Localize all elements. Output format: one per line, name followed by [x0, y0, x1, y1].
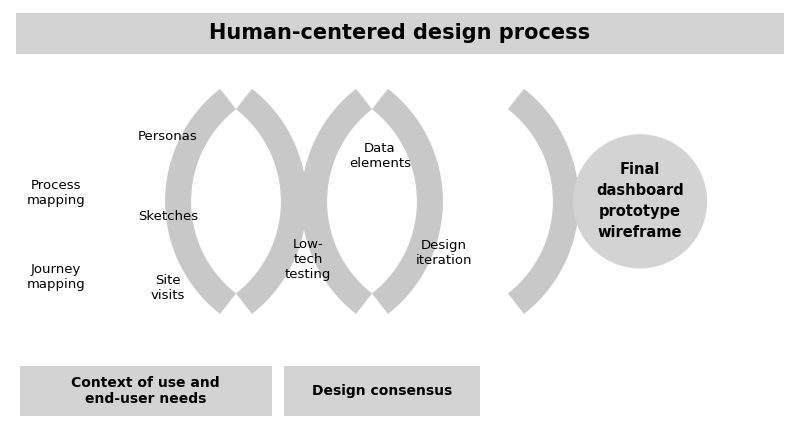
PathPatch shape [236, 89, 307, 314]
Text: Final
dashboard
prototype
wireframe: Final dashboard prototype wireframe [596, 162, 684, 240]
PathPatch shape [372, 89, 443, 314]
Text: Human-centered design process: Human-centered design process [210, 23, 590, 43]
FancyBboxPatch shape [20, 366, 272, 416]
Text: Personas: Personas [138, 130, 198, 143]
FancyBboxPatch shape [16, 13, 784, 54]
Text: Site
visits: Site visits [151, 274, 185, 302]
Text: Low-
tech
testing: Low- tech testing [285, 238, 331, 281]
PathPatch shape [301, 89, 372, 314]
Text: Design
iteration: Design iteration [416, 239, 472, 267]
Text: Data
elements: Data elements [349, 142, 411, 170]
FancyBboxPatch shape [284, 366, 480, 416]
PathPatch shape [165, 89, 236, 314]
Text: Design consensus: Design consensus [312, 384, 453, 398]
Text: Process
mapping: Process mapping [26, 179, 86, 207]
Text: Journey
mapping: Journey mapping [26, 263, 86, 291]
PathPatch shape [508, 89, 579, 314]
Text: Context of use and
end-user needs: Context of use and end-user needs [71, 376, 220, 406]
Text: Sketches: Sketches [138, 210, 198, 223]
Ellipse shape [573, 134, 707, 268]
